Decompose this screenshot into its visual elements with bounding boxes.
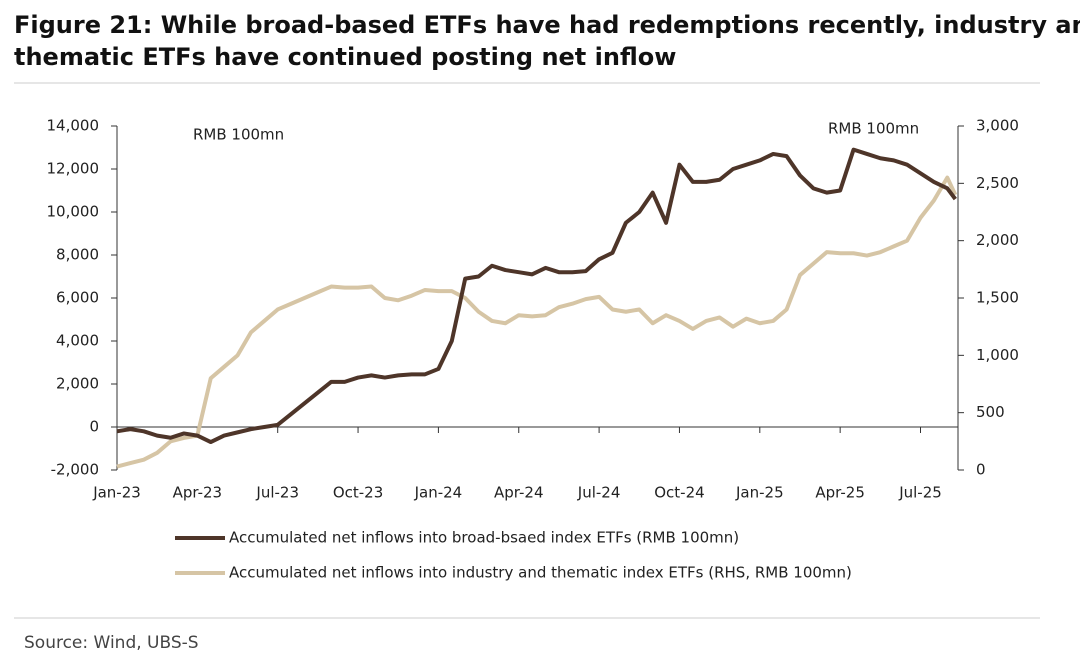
y-tick-label: -2,000: [51, 461, 99, 479]
legend-label: Accumulated net inflows into industry an…: [229, 564, 852, 582]
legend-label: Accumulated net inflows into broad-bsaed…: [229, 529, 739, 547]
y2-tick-label: 2,000: [976, 231, 1019, 249]
y-tick-label: 0: [89, 418, 99, 436]
x-tick-label: Jul-25: [898, 484, 942, 502]
y2-tick-label: 3,000: [976, 117, 1019, 135]
x-tick-label: Apr-24: [494, 484, 544, 502]
x-tick-label: Jan-25: [735, 484, 784, 502]
annotation: RMB 100mn: [828, 120, 919, 138]
y2-tick-label: 500: [976, 403, 1005, 421]
x-tick-label: Jul-24: [577, 484, 621, 502]
chart-title: Figure 21: While broad-based ETFs have h…: [14, 11, 1080, 39]
y-tick-label: 10,000: [47, 203, 100, 221]
y-tick-label: 4,000: [56, 332, 99, 350]
x-tick-label: Oct-23: [333, 484, 383, 502]
x-tick-label: Jan-24: [414, 484, 463, 502]
y-tick-label: 12,000: [47, 160, 100, 178]
series-line: [116, 147, 957, 445]
y-tick-label: 2,000: [56, 375, 99, 393]
series-line: [116, 175, 958, 469]
y2-tick-label: 2,500: [976, 174, 1019, 192]
y-tick-label: 6,000: [56, 289, 99, 307]
y-tick-label: 8,000: [56, 246, 99, 264]
x-tick-label: Jan-23: [92, 484, 141, 502]
annotation: RMB 100mn: [193, 126, 284, 144]
y2-tick-label: 0: [976, 461, 986, 479]
x-tick-label: Apr-23: [173, 484, 223, 502]
x-tick-label: Apr-25: [815, 484, 865, 502]
x-tick-label: Jul-23: [255, 484, 299, 502]
chart-title: thematic ETFs have continued posting net…: [14, 43, 676, 71]
y2-tick-label: 1,000: [976, 346, 1019, 364]
y-tick-label: 14,000: [47, 117, 100, 135]
x-tick-label: Oct-24: [654, 484, 704, 502]
source: Source: Wind, UBS-S: [24, 633, 199, 653]
y2-tick-label: 1,500: [976, 289, 1019, 307]
